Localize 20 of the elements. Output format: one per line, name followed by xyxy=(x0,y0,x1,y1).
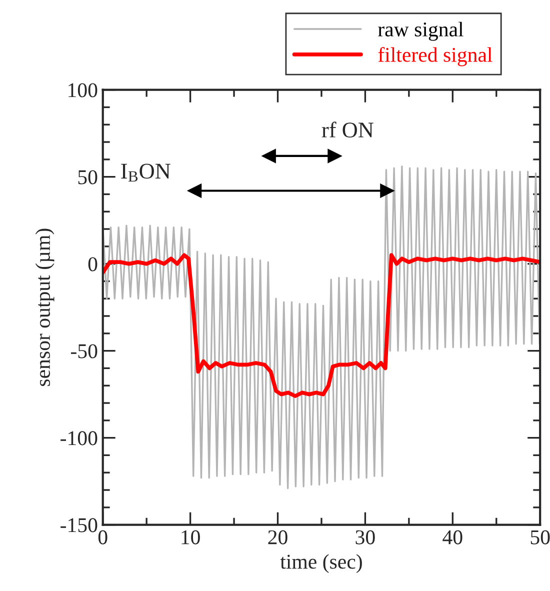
x-tick-label: 0 xyxy=(98,530,108,544)
line-series xyxy=(102,166,540,490)
x-tick-label: 20 xyxy=(268,530,288,544)
x-tick-label: 30 xyxy=(356,530,375,544)
y-tick-label: 0 xyxy=(88,257,98,272)
y-tick-label: -150 xyxy=(60,518,98,532)
y-axis-title: sensor output (µm) xyxy=(35,228,54,386)
x-tick-label: 10 xyxy=(182,530,200,544)
x-tick-label: 40 xyxy=(442,530,462,544)
line-series xyxy=(102,253,540,398)
legend-label: raw signal xyxy=(378,22,464,41)
annotation: rf ON xyxy=(322,122,374,138)
y-tick-label: -100 xyxy=(60,431,98,446)
x-tick-label: 50 xyxy=(530,530,550,544)
x-axis-title: time (sec) xyxy=(280,554,362,574)
annotation: I$_{B}$ON xyxy=(121,164,170,182)
y-tick-label: -50 xyxy=(70,344,98,358)
y-tick-label: 100 xyxy=(68,83,98,98)
y-tick-label: 50 xyxy=(78,170,98,184)
legend-label: filtered signal xyxy=(378,47,492,66)
